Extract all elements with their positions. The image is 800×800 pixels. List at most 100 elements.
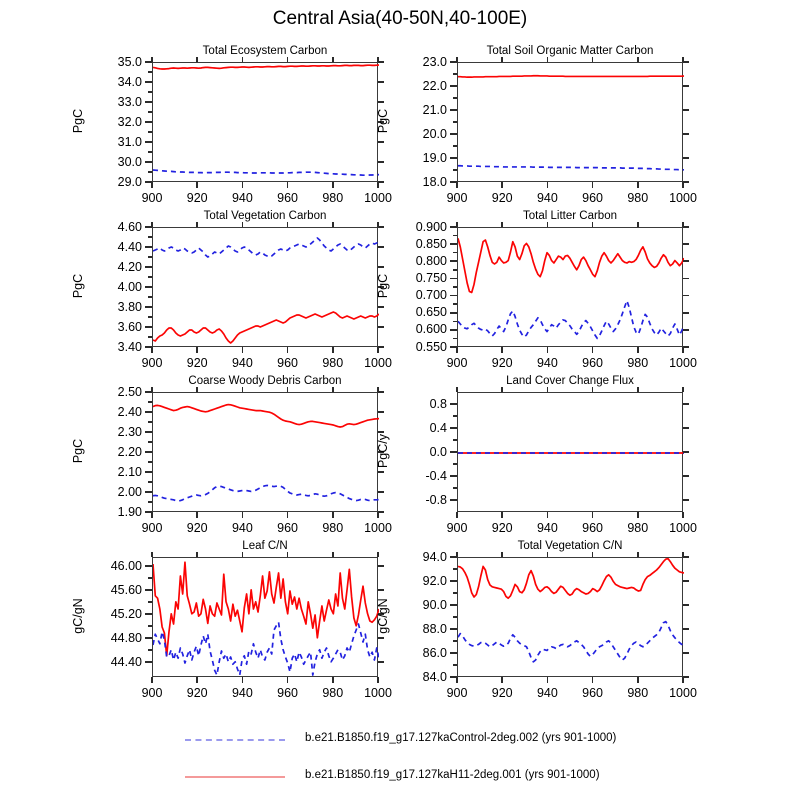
y-tick-mark [145,637,152,639]
x-tick-label: 940 [231,686,253,700]
y-tick-label: 18.0 [422,174,447,189]
x-tick-label: 920 [491,191,513,205]
x-tick-mark [637,512,639,518]
x-tick-label: 960 [582,356,604,370]
y-tick-mark-right [683,109,689,111]
x-tick-label: 960 [582,191,604,205]
y-minor-tick [453,145,457,147]
plot-area [457,557,684,677]
y-minor-tick [453,568,457,570]
y-tick-mark [145,121,152,123]
x-tick-label: 980 [322,521,344,535]
x-tick-label: 980 [627,191,649,205]
x-tick-mark [501,182,503,188]
x-tick-mark [456,182,458,188]
series-canvas [153,64,379,177]
y-minor-tick [148,256,152,258]
plot-area [152,62,379,182]
y-tick-mark [145,589,152,591]
y-minor-tick [453,616,457,618]
x-tick-label: 1000 [669,521,697,535]
series-canvas [153,237,379,344]
y-tick-label: 31.0 [117,134,142,149]
y-minor-tick [148,171,152,173]
x-tick-label: 920 [491,521,513,535]
y-tick-label: 4.20 [117,259,142,274]
x-tick-label: 900 [446,686,468,700]
y-tick-mark [145,226,152,228]
x-tick-mark [151,347,153,353]
series-canvas [153,403,379,502]
y-tick-mark [145,161,152,163]
x-tick-label: 980 [627,686,649,700]
y-tick-mark [145,326,152,328]
series-line-control [153,621,379,676]
series-line-control [153,484,379,502]
x-tick-mark [196,512,198,518]
y-tick-mark-right [378,141,384,143]
y-tick-mark-right [683,499,689,501]
x-tick-mark-top [546,552,549,557]
y-tick-mark [145,451,152,453]
y-tick-mark-right [378,81,384,83]
x-tick-mark-top [682,387,684,392]
y-tick-mark [450,403,457,405]
y-axis-label: PgC [376,108,390,134]
y-tick-label: 0.8 [429,396,447,411]
chart-panel: Leaf C/N 44.40 44.80 45.20 45.60 46.00 900 920 9… [60,540,396,705]
x-tick-mark-top [241,57,244,62]
chart-panel: Total Ecosystem Carbon 29.0 30.0 31.0 32.0 33… [60,45,396,210]
legend-label: b.e21.B1850.f19_g17.127kaControl-2deg.00… [305,732,617,744]
y-tick-label: 3.40 [117,339,142,354]
y-tick-mark-right [683,294,689,297]
y-tick-label: 2.50 [117,384,142,399]
x-tick-mark-top [196,222,198,227]
y-minor-tick [453,73,457,75]
x-tick-mark [591,677,594,683]
y-minor-tick [148,481,152,483]
y-minor-tick [453,286,457,288]
y-tick-label: 2.40 [117,404,142,419]
panel-title: Land Cover Change Flux [506,375,634,387]
x-tick-mark-top [637,222,639,227]
y-tick-mark [450,652,457,654]
x-tick-mark-top [591,552,594,557]
y-tick-label: 33.0 [117,94,142,109]
y-tick-mark [145,471,152,473]
x-tick-label: 900 [446,521,468,535]
y-tick-mark-right [378,471,384,473]
y-minor-tick [453,169,457,171]
y-tick-mark [450,277,457,280]
x-tick-label: 960 [277,686,299,700]
y-minor-tick [453,252,457,254]
x-tick-mark [682,182,684,188]
y-tick-mark-right [378,589,384,591]
y-tick-label: 90.0 [422,597,447,612]
x-tick-mark [286,182,289,188]
series-line-experiment [458,558,684,600]
y-minor-tick [453,640,457,642]
series-canvas [458,452,684,454]
x-tick-label: 960 [277,191,299,205]
y-minor-tick [148,421,152,423]
y-tick-mark-right [378,637,384,639]
y-tick-mark [450,580,457,582]
x-tick-mark [637,182,639,188]
y-tick-mark-right [683,652,689,654]
y-tick-label: 2.20 [117,444,142,459]
y-tick-mark-right [683,580,689,582]
y-tick-mark [145,391,152,393]
y-tick-mark [145,306,152,308]
y-tick-mark-right [683,427,689,429]
y-minor-tick [148,151,152,153]
y-tick-mark-right [378,613,384,615]
x-tick-mark-top [546,222,549,227]
x-tick-label: 920 [491,356,513,370]
y-tick-mark [450,260,457,263]
y-minor-tick [148,601,152,603]
y-tick-mark [450,109,457,111]
x-tick-mark-top [591,387,594,392]
x-tick-label: 1000 [364,521,392,535]
y-tick-mark [450,427,457,429]
y-axis-label: PgC [71,438,85,464]
